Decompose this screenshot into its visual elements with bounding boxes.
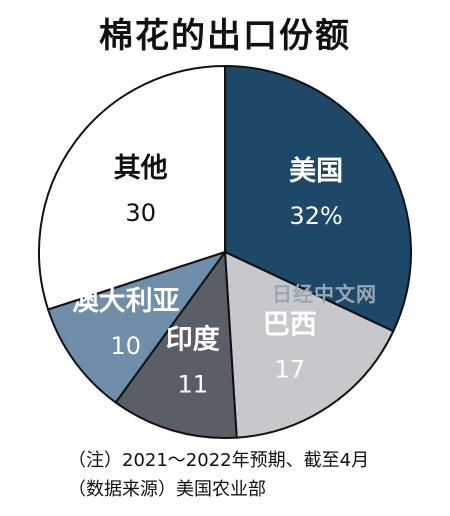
pie-slice [46,250,228,404]
pie-slice [223,250,395,439]
watermark: 日经中文网 [272,282,377,306]
slice-value-label: 10 [110,332,141,360]
slice-label: 美国 [289,155,343,187]
pie-slice [114,249,238,439]
slice-value-label: 32% [289,202,342,230]
footnote: （注）2021～2022年预期、截至4月 [68,450,370,471]
slice-label: 澳大利亚 [72,286,180,317]
slice-value-label: 11 [178,371,209,399]
slice-label: 巴西 [263,309,317,340]
slice-label: 印度 [166,324,220,356]
source-note: （数据来源）美国农业部 [68,479,266,500]
pie-slice [224,64,412,333]
pie-slice [38,64,226,311]
chart-title: 棉花的出口份额 [99,16,351,56]
slice-value-label: 30 [125,199,156,227]
slice-value-label: 17 [275,355,306,383]
slice-label: 其他 [114,153,168,184]
